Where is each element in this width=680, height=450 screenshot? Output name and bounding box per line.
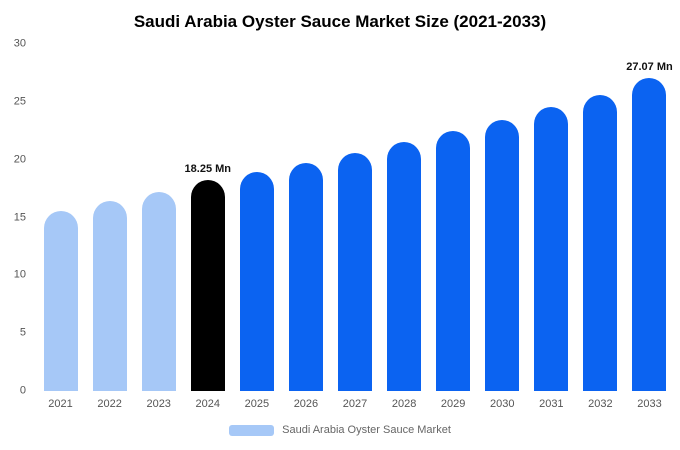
bar bbox=[632, 77, 667, 391]
bar-column: 18.25 Mn bbox=[183, 44, 232, 391]
y-tick-label: 15 bbox=[13, 211, 26, 223]
x-axis: 2021 2022 2023 2024 2025 2026 2027 2028 2029 2030… bbox=[30, 398, 680, 410]
x-tick-label: 2027 bbox=[342, 398, 368, 410]
y-tick-label: 5 bbox=[19, 326, 26, 339]
legend-label: Saudi Arabia Oyster Sauce Market bbox=[282, 424, 451, 436]
x-tick-label: 2025 bbox=[244, 398, 270, 410]
y-axis: 0 5 10 15 20 25 30 bbox=[6, 38, 30, 396]
bar bbox=[43, 210, 78, 391]
x-tick-label: 2021 bbox=[48, 398, 73, 410]
x-tick-label: 2026 bbox=[293, 398, 319, 410]
x-tick-label: 2031 bbox=[539, 398, 564, 410]
bars-container: 18.25 Mn 27.07 Mn bbox=[30, 44, 680, 391]
x-tick-label: 2022 bbox=[97, 398, 122, 410]
bar-column bbox=[576, 44, 625, 391]
legend-swatch-icon bbox=[229, 424, 275, 436]
chart-title: Saudi Arabia Oyster Sauce Market Size (2… bbox=[133, 12, 547, 31]
bar-value-label: 18.25 Mn bbox=[184, 162, 231, 175]
y-tick-label: 25 bbox=[13, 95, 26, 108]
bar-column bbox=[330, 44, 379, 391]
bar-column bbox=[478, 44, 527, 391]
bar bbox=[387, 142, 422, 391]
x-tick-label: 2030 bbox=[490, 398, 515, 410]
x-tick-label: 2032 bbox=[588, 398, 613, 410]
bar-column bbox=[429, 44, 478, 391]
x-tick-label: 2023 bbox=[146, 398, 171, 410]
x-tick-label: 2029 bbox=[440, 398, 466, 410]
y-tick-label: 20 bbox=[13, 153, 26, 166]
bar-column bbox=[232, 44, 281, 391]
bar-column: 27.07 Mn bbox=[625, 44, 674, 391]
y-tick-label: 10 bbox=[13, 268, 26, 281]
bar bbox=[338, 152, 372, 391]
y-tick-label: 0 bbox=[19, 384, 26, 397]
bar-column bbox=[527, 44, 576, 391]
y-tick-label: 30 bbox=[13, 37, 26, 50]
x-tick-label: 2024 bbox=[195, 398, 221, 410]
bar bbox=[239, 172, 274, 391]
bar-column bbox=[134, 44, 183, 391]
bar-column bbox=[380, 44, 429, 391]
bar-column bbox=[85, 44, 134, 391]
legend: Saudi Arabia Oyster Sauce Market bbox=[0, 424, 680, 436]
bar bbox=[534, 107, 569, 391]
bar bbox=[92, 201, 127, 391]
bar bbox=[288, 162, 323, 391]
bar bbox=[485, 119, 520, 391]
x-tick-label: 2033 bbox=[637, 398, 662, 410]
bar bbox=[583, 94, 618, 391]
plot-area: 0 5 10 15 20 25 30 18.25 Mn 27.07 Mn bbox=[0, 38, 680, 396]
bar-column bbox=[281, 44, 330, 391]
bar-value-label: 27.07 Mn bbox=[626, 60, 673, 73]
bar bbox=[436, 130, 471, 391]
bar-column bbox=[36, 44, 85, 391]
bar bbox=[190, 179, 225, 391]
bar bbox=[141, 192, 176, 391]
x-tick-label: 2028 bbox=[391, 398, 417, 410]
